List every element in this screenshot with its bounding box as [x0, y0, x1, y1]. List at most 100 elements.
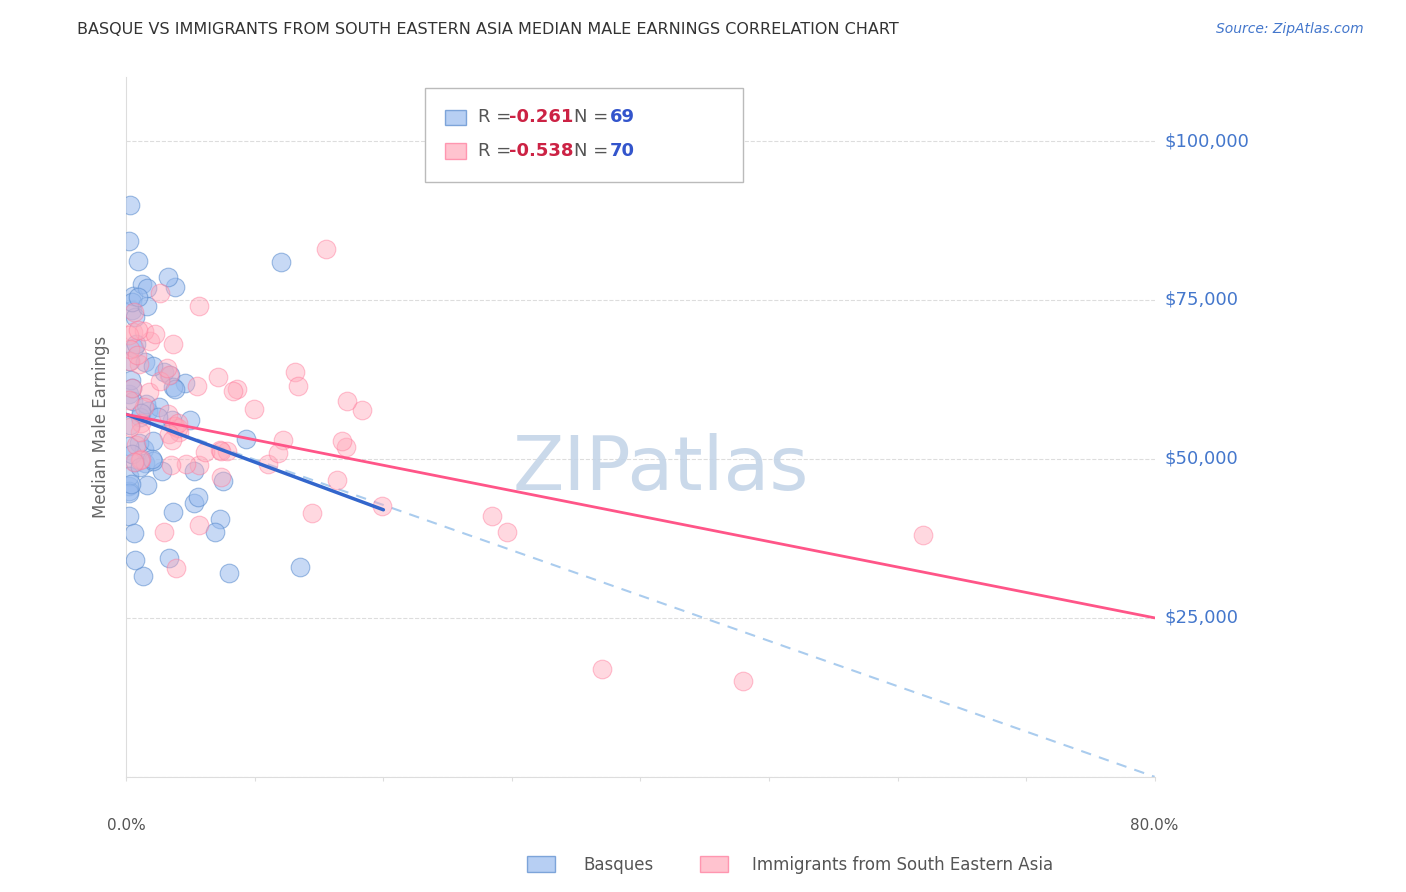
Point	[120, 477, 142, 491]
Point	[163, 419, 186, 434]
Point	[167, 416, 190, 430]
Point	[157, 427, 180, 442]
Point	[266, 446, 288, 460]
Point	[127, 323, 149, 337]
Point	[211, 474, 233, 488]
Point	[242, 402, 264, 417]
Point	[162, 380, 184, 394]
Point	[124, 553, 146, 567]
Point	[187, 491, 209, 505]
Point	[183, 496, 205, 510]
Point	[132, 400, 155, 414]
Point	[142, 359, 165, 373]
Point	[218, 566, 240, 581]
Point	[142, 434, 165, 448]
Point	[167, 421, 190, 435]
Point	[156, 269, 179, 284]
Point	[129, 406, 152, 420]
Point	[118, 469, 141, 483]
Text: Source: ZipAtlas.com: Source: ZipAtlas.com	[1216, 22, 1364, 37]
Point	[129, 425, 152, 440]
Text: $50,000: $50,000	[1166, 450, 1239, 468]
Point	[128, 357, 150, 371]
Point	[186, 379, 208, 393]
Point	[118, 354, 141, 368]
Point	[270, 255, 292, 269]
Point	[132, 442, 155, 457]
Point	[120, 373, 142, 387]
Point	[134, 456, 156, 470]
Point	[136, 299, 159, 313]
Point	[118, 439, 141, 453]
Point	[179, 413, 201, 427]
Point	[139, 334, 162, 348]
Point	[127, 253, 149, 268]
Point	[129, 451, 152, 466]
Point	[371, 499, 394, 513]
Point	[121, 381, 143, 395]
Point	[122, 455, 145, 469]
Point	[136, 478, 159, 492]
Point	[118, 343, 141, 357]
Point	[153, 524, 176, 539]
Point	[209, 444, 232, 458]
Point	[271, 433, 294, 447]
Point	[120, 197, 142, 211]
Point	[118, 354, 141, 368]
Point	[332, 434, 354, 448]
Text: N =: N =	[574, 108, 613, 127]
Text: $25,000: $25,000	[1166, 609, 1239, 627]
Point	[118, 420, 141, 434]
Point	[118, 486, 141, 500]
Point	[174, 457, 197, 471]
Text: $100,000: $100,000	[1166, 132, 1250, 150]
Point	[350, 403, 373, 417]
Text: 80.0%: 80.0%	[1130, 818, 1178, 833]
Point	[127, 290, 149, 304]
Point	[121, 302, 143, 317]
Point	[222, 384, 245, 398]
Point	[733, 674, 755, 689]
Point	[118, 387, 141, 401]
Point	[160, 458, 183, 472]
Text: BASQUE VS IMMIGRANTS FROM SOUTH EASTERN ASIA MEDIAN MALE EARNINGS CORRELATION CH: BASQUE VS IMMIGRANTS FROM SOUTH EASTERN …	[77, 22, 898, 37]
Point	[148, 374, 170, 388]
Point	[160, 434, 183, 448]
Point	[153, 366, 176, 380]
Point	[160, 413, 183, 427]
Text: $75,000: $75,000	[1166, 291, 1239, 309]
Point	[209, 469, 232, 483]
Point	[131, 277, 153, 292]
Point	[121, 447, 143, 461]
FancyBboxPatch shape	[446, 144, 465, 159]
Point	[129, 410, 152, 425]
Point	[235, 432, 257, 446]
Text: Basques: Basques	[583, 856, 654, 874]
Point	[226, 382, 249, 396]
Point	[134, 355, 156, 369]
Point	[148, 400, 170, 414]
Point	[125, 348, 148, 362]
Point	[125, 438, 148, 452]
Point	[131, 417, 153, 431]
Text: ZIPatlas: ZIPatlas	[513, 433, 810, 506]
Point	[132, 324, 155, 338]
Point	[138, 384, 160, 399]
Point	[188, 517, 211, 532]
Point	[143, 326, 166, 341]
Point	[122, 393, 145, 408]
Point	[183, 464, 205, 478]
Text: N =: N =	[574, 142, 613, 160]
Point	[204, 525, 226, 540]
Point	[165, 560, 187, 574]
Point	[284, 365, 307, 379]
Point	[128, 435, 150, 450]
Text: 70: 70	[610, 142, 634, 160]
Point	[118, 508, 141, 523]
Point	[146, 410, 169, 425]
Point	[159, 368, 181, 383]
Point	[188, 458, 211, 472]
Point	[129, 453, 152, 467]
Point	[121, 295, 143, 310]
Point	[163, 418, 186, 433]
